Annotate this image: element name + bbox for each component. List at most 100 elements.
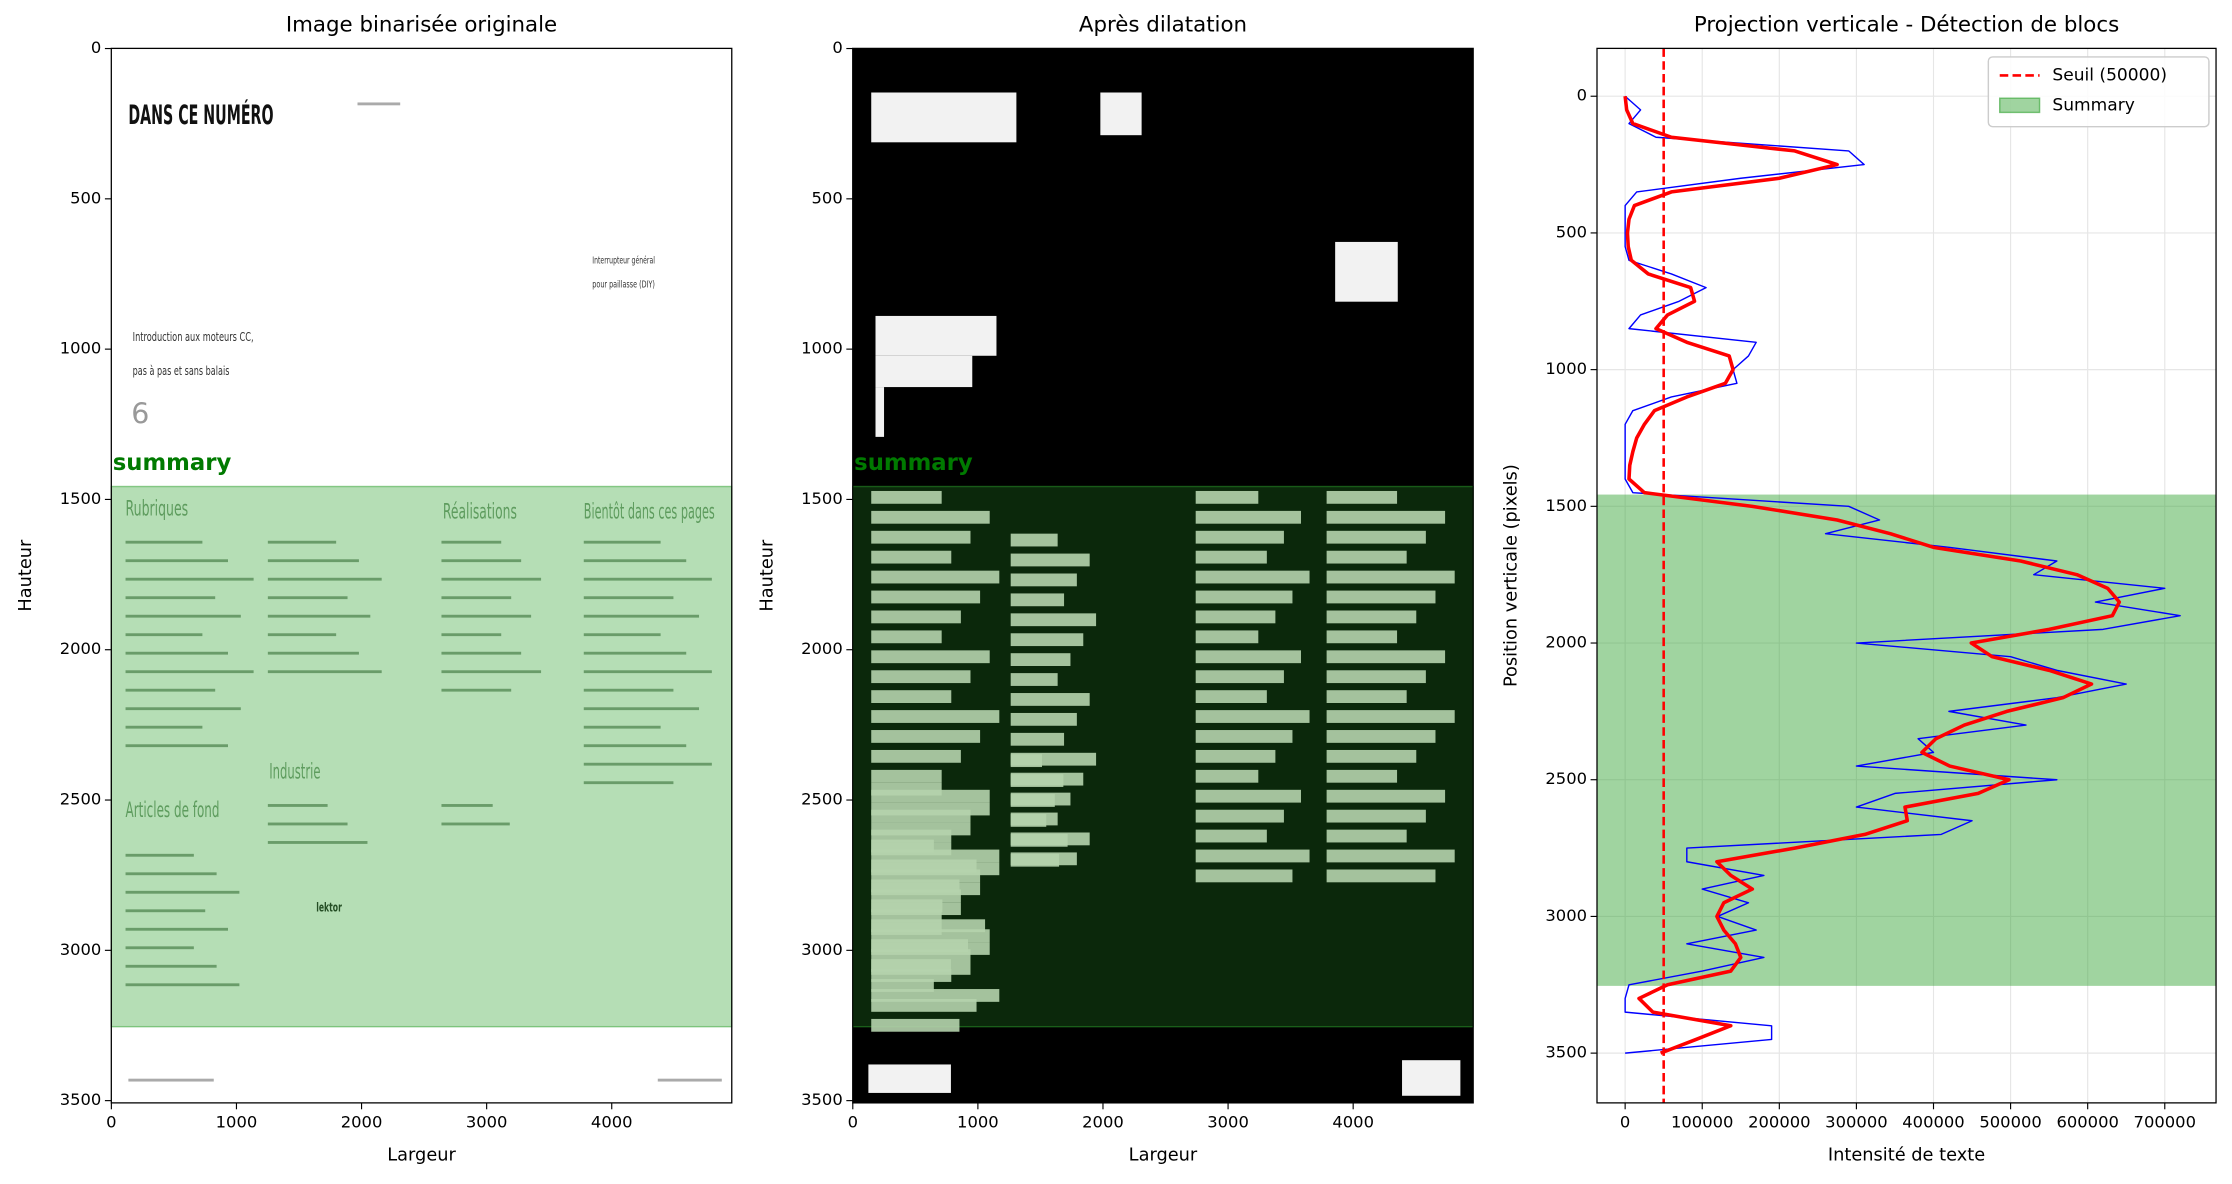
dilated-block (1195, 769, 1259, 783)
document-line (441, 670, 542, 674)
document-line (267, 804, 328, 807)
legend-label: Summary (2052, 95, 2134, 115)
x-axis-label: Intensité de texte (1828, 1145, 1985, 1166)
dilated-block (1195, 690, 1267, 703)
document-line (125, 964, 217, 968)
document-line (128, 1078, 214, 1082)
dilated-block (1326, 670, 1426, 684)
axes-frame (1596, 47, 2217, 1104)
x-axis-label: Largeur (1129, 1145, 1198, 1166)
x-axis-label: Largeur (387, 1145, 456, 1166)
document-text: Rubriques (126, 496, 189, 521)
document-line (267, 577, 382, 581)
document-line (583, 744, 687, 748)
y-tick-label: 500 (70, 188, 101, 207)
document-line (125, 651, 228, 655)
dilated-block (1402, 1060, 1461, 1096)
dilated-block (871, 979, 934, 992)
dilated-block (1195, 809, 1284, 823)
dilated-block (1195, 510, 1301, 524)
y-tick-label: 2500 (801, 790, 843, 809)
x-tick-label: 600000 (2056, 1112, 2118, 1131)
axes-frame (110, 47, 733, 1104)
dilated-block (1326, 749, 1417, 763)
dilated-block (1326, 490, 1398, 504)
y-tick-label: 3000 (1545, 906, 1587, 925)
dilated-block (871, 769, 942, 783)
region-label: summary (854, 450, 973, 476)
x-tick-label: 1000 (216, 1112, 258, 1131)
dilated-block (1195, 550, 1267, 564)
dilated-block (871, 999, 977, 1012)
document-line (441, 633, 502, 637)
series-line (1624, 95, 2181, 1054)
dilated-block (871, 510, 990, 524)
document-line (441, 688, 512, 692)
document-line (125, 633, 203, 637)
dilated-block (871, 989, 1000, 1002)
chart-title: Image binarisée originale (286, 13, 557, 38)
dilated-block (871, 749, 961, 763)
dilated-block (1326, 610, 1417, 624)
dilated-block (1010, 833, 1068, 847)
dilated-block (1326, 789, 1446, 803)
dilated-block (871, 899, 943, 913)
y-tick-label: 3500 (1545, 1043, 1587, 1062)
y-tick-label: 1000 (1545, 359, 1587, 378)
dilated-block (871, 550, 952, 564)
dilated-block (1010, 613, 1097, 627)
dilated-block (1010, 853, 1060, 867)
document-line (125, 725, 203, 729)
y-tick-label: 1500 (1545, 496, 1587, 515)
dilated-block (1195, 730, 1293, 743)
dilated-block (1326, 849, 1455, 863)
dilated-block (1335, 241, 1398, 302)
dilated-block (1010, 693, 1090, 706)
x-tick-label: 700000 (2134, 1112, 2196, 1131)
dilated-block (1010, 732, 1065, 746)
dilated-block (1010, 794, 1055, 807)
y-tick-label: 3500 (801, 1090, 843, 1109)
dilated-block (868, 1064, 951, 1093)
document-line (125, 614, 241, 618)
dilated-block (871, 530, 971, 544)
document-line (125, 927, 228, 931)
dilated-block (1010, 593, 1065, 607)
document-line (125, 577, 254, 581)
document-text: pour paillasse (DIY) (592, 280, 655, 291)
document-line (583, 651, 687, 655)
document-line (441, 651, 522, 655)
dilated-block (1326, 630, 1398, 644)
document-line (583, 559, 687, 563)
x-tick-label: 4000 (591, 1112, 633, 1131)
dilated-block (1195, 849, 1310, 863)
axes-frame (852, 47, 1474, 1104)
dilated-block (871, 650, 990, 664)
x-tick-label: 400000 (1902, 1112, 1964, 1131)
dilated-block (1326, 869, 1436, 883)
y-tick-label: 0 (832, 38, 842, 57)
y-tick-label: 0 (1577, 86, 1587, 105)
document-line (441, 822, 510, 826)
document-text: Interrupteur général (592, 254, 655, 266)
document-line (583, 707, 700, 711)
dilated-block (1010, 553, 1090, 567)
dilated-block (871, 939, 968, 953)
document-line (125, 559, 228, 563)
dilated-block (871, 1018, 960, 1032)
dilated-block (871, 782, 942, 796)
dilated-block (1010, 814, 1047, 827)
dilated-block (1195, 829, 1267, 843)
dilated-block (871, 490, 942, 504)
y-tick-label: 500 (812, 188, 843, 207)
y-tick-label: 2500 (1545, 769, 1587, 788)
x-tick-label: 200000 (1748, 1112, 1810, 1131)
document-line (125, 909, 206, 913)
x-tick-label: 3000 (466, 1112, 508, 1131)
document-line (267, 633, 337, 637)
document-line (267, 651, 359, 655)
y-tick-label: 2000 (1545, 633, 1587, 652)
dilated-block (1010, 774, 1064, 787)
dilated-block (871, 690, 952, 703)
